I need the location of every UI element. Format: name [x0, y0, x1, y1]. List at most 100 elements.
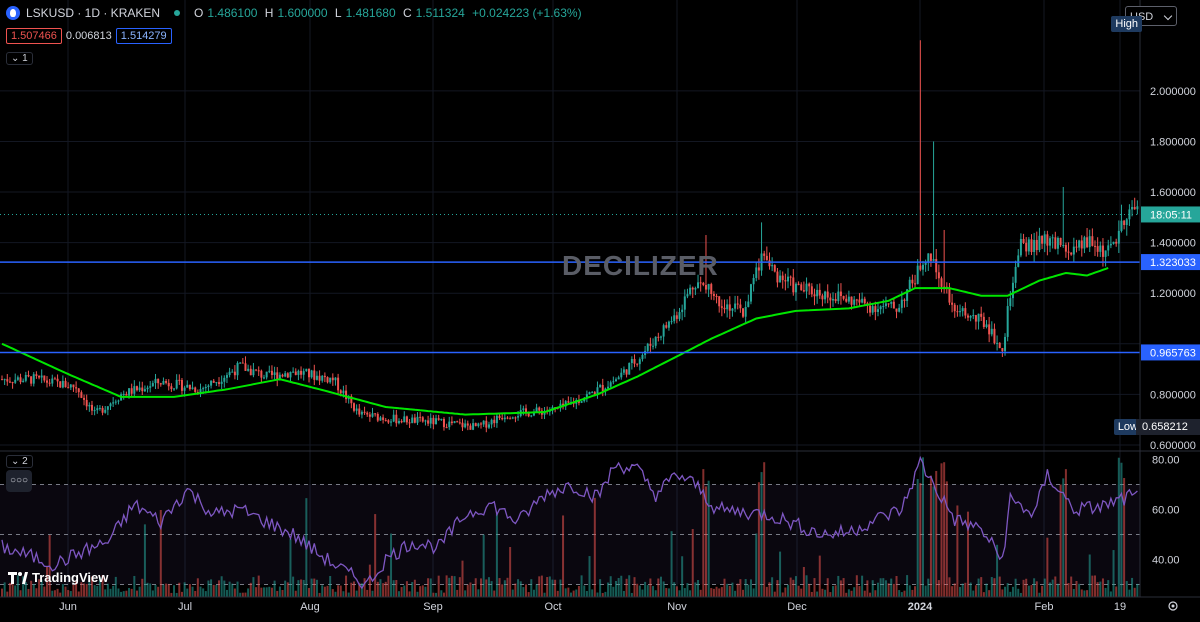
volume-bar	[358, 582, 361, 597]
candle-body	[869, 305, 872, 313]
legend-toggle-2[interactable]: ⌄ 2	[6, 455, 33, 468]
candle-body	[225, 375, 228, 378]
candle-body	[352, 403, 355, 411]
time-axis-tick: Aug	[300, 601, 320, 613]
volume-bar	[474, 578, 477, 597]
volume-bar	[755, 533, 758, 597]
volume-bar	[130, 588, 133, 597]
volume-bar	[556, 590, 559, 597]
candle-body	[1009, 298, 1012, 307]
candle-body	[773, 265, 776, 272]
candle-body	[32, 374, 35, 384]
candle-body	[1094, 245, 1097, 247]
volume-bar	[435, 592, 438, 597]
candle-body	[6, 379, 9, 382]
candle-body	[170, 386, 173, 390]
volume-bar	[620, 575, 623, 597]
volume-bar	[32, 584, 35, 597]
volume-bar	[1104, 587, 1107, 597]
volume-bar	[1123, 478, 1126, 597]
candle-body	[146, 387, 149, 390]
price-axis-tick: 1.800000	[1150, 136, 1196, 148]
volume-bar	[832, 586, 835, 597]
volume-bar	[1096, 582, 1099, 597]
candle-body	[614, 379, 617, 382]
candle-body	[929, 253, 932, 261]
candle-body	[228, 371, 231, 376]
volume-bar	[233, 588, 236, 597]
ohlc-values: O 1.486100 H 1.600000 L 1.481680 C 1.511324 …	[194, 6, 582, 20]
volume-bar	[538, 576, 541, 597]
candle-body	[784, 280, 787, 282]
volume-bar	[270, 587, 273, 597]
candle-body	[93, 410, 96, 412]
bid-button[interactable]: 1.507466	[6, 28, 62, 44]
volume-bar	[469, 582, 472, 597]
volume-bar	[297, 580, 300, 597]
candle-body	[342, 390, 345, 394]
candle-body	[892, 301, 895, 309]
volume-bar	[466, 584, 469, 597]
volume-bar	[413, 579, 416, 597]
volume-bar	[771, 577, 774, 597]
candle-body	[681, 309, 684, 313]
candle-body	[117, 400, 120, 402]
candle-body	[1088, 236, 1091, 248]
candle-body	[141, 387, 144, 392]
rsi-line	[1, 455, 1138, 590]
candle-body	[675, 315, 678, 319]
volume-bar	[342, 591, 345, 597]
candle-body	[937, 272, 940, 279]
volume-bar	[1086, 590, 1089, 597]
candle-body	[757, 267, 760, 271]
volume-bar	[689, 590, 692, 597]
volume-bar	[747, 584, 750, 597]
volume-bar	[728, 585, 731, 597]
volume-bar	[284, 580, 287, 597]
more-options-button[interactable]: ○○○	[6, 470, 32, 492]
ask-button[interactable]: 1.514279	[115, 28, 172, 44]
volume-bar	[887, 583, 890, 597]
candle-body	[511, 417, 514, 419]
volume-bar	[180, 591, 183, 597]
volume-bar	[667, 588, 670, 597]
candle-body	[794, 283, 797, 293]
candle-body	[593, 392, 596, 395]
volume-bar	[376, 581, 379, 597]
volume-bar	[1091, 575, 1094, 597]
candle-body	[821, 295, 824, 300]
volume-bar	[866, 580, 869, 597]
time-axis-tick: Jul	[178, 601, 192, 613]
candle-body	[305, 368, 308, 372]
legend-toggle-1[interactable]: ⌄ 1	[6, 52, 33, 65]
candle-body	[683, 296, 686, 310]
candle-body	[514, 417, 517, 419]
volume-bar	[355, 590, 358, 597]
volume-bar	[972, 590, 975, 597]
volume-bar	[1062, 478, 1065, 597]
candle-body	[408, 422, 411, 424]
candle-body	[908, 279, 911, 290]
volume-bar	[540, 575, 543, 597]
candle-body	[281, 374, 284, 377]
volume-bar	[38, 579, 41, 597]
volume-bar	[480, 578, 483, 597]
symbol-label[interactable]: LSKUSD · 1D · KRAKEN	[26, 6, 161, 20]
candle-body	[974, 315, 977, 322]
volume-bar	[622, 590, 625, 597]
candle-body	[665, 325, 668, 328]
volume-bar	[461, 560, 464, 597]
candle-body	[19, 377, 22, 383]
candle-body	[797, 283, 800, 285]
candle-body	[763, 253, 766, 256]
volume-bar	[458, 577, 461, 597]
volume-bar	[792, 579, 795, 597]
tradingview-logo[interactable]: TradingView	[8, 570, 108, 585]
chevron-down-icon: ⌄	[11, 456, 20, 467]
volume-bar	[265, 587, 268, 597]
candle-body	[188, 384, 191, 390]
volume-bar	[673, 582, 676, 597]
candle-body	[239, 362, 242, 364]
candle-body	[887, 303, 890, 305]
